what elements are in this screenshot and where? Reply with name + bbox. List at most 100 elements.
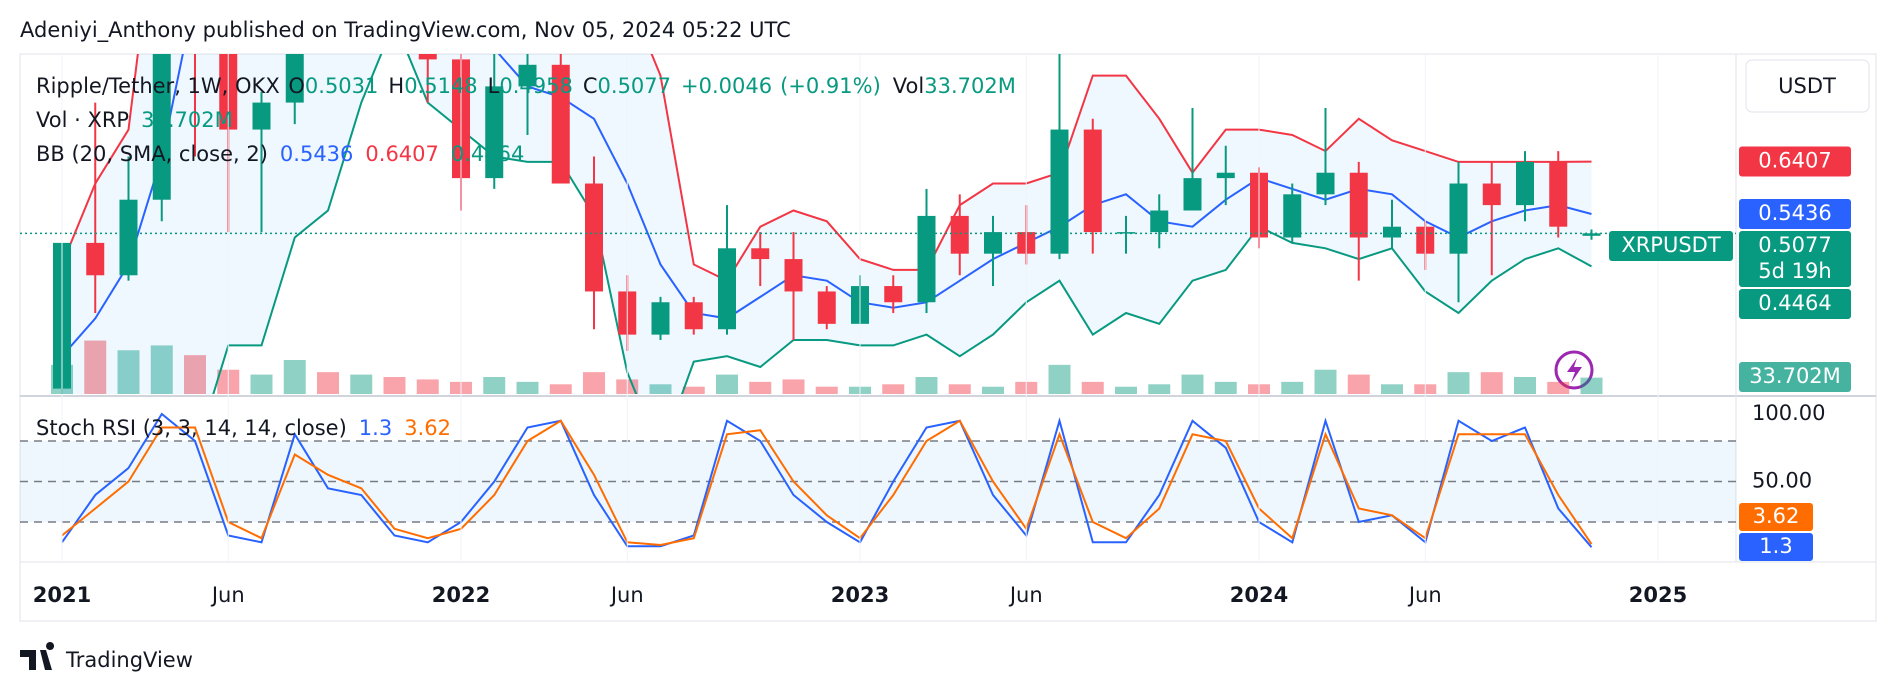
publish-header: Adeniyi_Anthony published on TradingView… — [20, 18, 791, 43]
volume-bar — [682, 386, 705, 394]
candle-body — [518, 64, 537, 87]
volume-bar — [1480, 372, 1503, 394]
candle-body — [1482, 183, 1501, 206]
volume-bar — [383, 377, 406, 394]
candle-body — [285, 54, 304, 103]
candle-body — [152, 54, 171, 200]
chart-frame — [19, 53, 1877, 622]
candle-body — [651, 302, 670, 335]
x-tick-label: 2021 — [33, 583, 91, 607]
x-tick-label: 2025 — [1629, 583, 1687, 607]
legend-value: 0.5148 — [404, 74, 477, 98]
stoch-line — [61, 412, 1593, 548]
candle-body — [1582, 233, 1601, 236]
y-tick-label: 50.00 — [1752, 469, 1812, 493]
footer-logo: TradingView — [20, 642, 193, 672]
volume-bar — [1381, 384, 1403, 394]
candle-body — [1316, 172, 1335, 195]
volume-badge — [1739, 362, 1851, 392]
legend-key: L — [488, 74, 500, 98]
volume-bar — [150, 345, 173, 394]
legend-change-pct: (+0.91%) — [780, 74, 881, 98]
price-badge — [1739, 230, 1851, 287]
candle-body — [119, 199, 138, 276]
volume-bar — [1115, 386, 1137, 394]
stoch-badge-label: 1.3 — [1759, 534, 1792, 558]
volume-bar — [583, 372, 605, 394]
volume-badge-label: 33.702M — [1749, 364, 1841, 388]
legend-key: C — [583, 74, 598, 98]
legend-change: +0.0046 — [681, 74, 772, 98]
volume-bar — [1081, 381, 1104, 394]
candle-body — [1183, 178, 1202, 211]
legend-line: BB (20, SMA, close, 2) 0.5436 0.6407 0.4464 — [36, 142, 524, 166]
y-tick-label: 100.00 — [1752, 401, 1825, 425]
candle-body — [1549, 161, 1568, 227]
volume-bar — [1547, 381, 1570, 394]
volume-bar — [1347, 374, 1370, 394]
candle-body — [984, 232, 1002, 254]
candle-body — [1349, 172, 1368, 238]
bollinger-line — [61, 54, 1592, 282]
price-pane — [20, 54, 1736, 394]
volume-bar — [1148, 384, 1171, 394]
volume-bar — [483, 377, 506, 394]
currency-button[interactable] — [1745, 59, 1870, 113]
x-tick-label: Jun — [1008, 583, 1043, 607]
currency-label[interactable]: USDT — [1778, 74, 1836, 98]
price-badge-label: 0.4464 — [1758, 291, 1831, 315]
price-badge-label: 0.6407 — [1758, 149, 1831, 173]
candle-body — [1383, 226, 1401, 238]
candle-body — [884, 286, 903, 303]
candle-body — [485, 86, 504, 179]
candle-body — [817, 291, 836, 324]
price-badge — [1739, 198, 1851, 229]
volume-bar — [1514, 377, 1536, 394]
stoch-badge — [1739, 503, 1813, 531]
stoch-pane — [20, 412, 1736, 548]
volume-bar — [516, 381, 539, 394]
volume-bar — [1214, 381, 1237, 394]
bollinger-line — [61, 54, 1592, 357]
footer-text: TradingView — [65, 648, 193, 672]
candle-body — [551, 64, 570, 184]
volume-bar — [649, 384, 672, 394]
bollinger-fill — [62, 54, 1592, 394]
volume-legend-title: Vol · XRP — [36, 108, 129, 132]
volume-bar — [716, 374, 738, 394]
price-badge-label: 0.5077 — [1758, 233, 1831, 257]
volume-bar — [1580, 377, 1603, 394]
volume-bar — [283, 360, 306, 394]
volume-bar — [117, 350, 140, 394]
legend-value: 0.5077 — [598, 74, 671, 98]
volume-bar — [1314, 369, 1337, 394]
volume-bar — [982, 386, 1004, 394]
candle-body — [784, 259, 803, 292]
legend-value: 33.702M — [141, 108, 233, 132]
lightning-icon[interactable] — [1554, 350, 1594, 390]
candle-body — [917, 215, 936, 303]
candle-body — [1516, 161, 1534, 206]
legend-value: 0.6407 — [365, 142, 438, 166]
x-tick-label: Jun — [1407, 583, 1442, 607]
candle-body — [252, 102, 271, 130]
x-tick-label: 2024 — [1230, 583, 1288, 607]
legend-line: Ripple/Tether, 1W, OKX O0.5031 H0.5148 L0.4… — [36, 74, 1016, 98]
stoch-line — [61, 419, 1593, 547]
stoch-badge — [1739, 533, 1813, 561]
symbol-badge-label: XRPUSDT — [1621, 233, 1721, 257]
volume-bar — [84, 340, 107, 394]
legend-line: Vol · XRP 33.702M — [36, 108, 233, 132]
candle-body — [1050, 129, 1069, 254]
volume-bar — [184, 355, 206, 394]
x-tick-label: Jun — [210, 583, 245, 607]
volume-bar — [915, 377, 938, 394]
candle-body — [86, 242, 105, 276]
volume-bar — [416, 379, 439, 394]
volume-bar — [1048, 364, 1071, 394]
x-tick-label: 2023 — [831, 583, 889, 607]
legend-value: 0.4958 — [499, 74, 572, 98]
candle-body — [1083, 129, 1102, 233]
price-badge-label: 0.5436 — [1758, 201, 1831, 225]
candle-body — [585, 183, 603, 292]
